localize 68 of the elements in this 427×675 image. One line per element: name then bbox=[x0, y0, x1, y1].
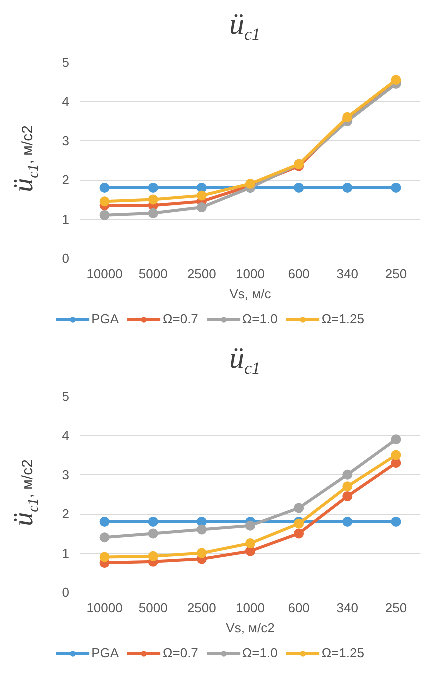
legend-label: PGA bbox=[92, 646, 120, 660]
x-axis-title: Vs, м/с bbox=[230, 286, 272, 302]
point bbox=[100, 532, 110, 543]
y-tick-label: 1 bbox=[62, 546, 70, 561]
x-tick-label: 340 bbox=[336, 600, 358, 616]
point bbox=[196, 548, 207, 558]
x-tick-label: 1000 bbox=[236, 600, 265, 616]
point bbox=[342, 470, 353, 480]
point bbox=[148, 194, 158, 205]
legend-label: Ω=1.0 bbox=[242, 646, 278, 660]
x-tick-label: 340 bbox=[336, 266, 358, 282]
x-tick-label: 1000 bbox=[236, 266, 265, 282]
legend-label: Ω=1.25 bbox=[322, 312, 364, 326]
legend-label: Ω=1.0 bbox=[242, 312, 278, 326]
point bbox=[148, 551, 158, 562]
x-tick-label: 2500 bbox=[187, 600, 216, 616]
y-tick-label: 1 bbox=[62, 212, 70, 227]
point bbox=[342, 182, 353, 193]
x-tick-label: 5000 bbox=[138, 600, 168, 616]
point bbox=[391, 450, 402, 460]
point bbox=[391, 182, 402, 193]
point bbox=[148, 516, 158, 527]
point bbox=[148, 182, 158, 193]
y-tick-label: 2 bbox=[62, 172, 70, 188]
legend-label: PGA bbox=[92, 312, 120, 326]
y-tick-label: 2 bbox=[62, 506, 70, 522]
x-tick-label: 2500 bbox=[187, 266, 216, 282]
point bbox=[246, 520, 256, 531]
y-tick-label: 5 bbox=[62, 55, 70, 70]
legend-label: Ω=1.25 bbox=[322, 646, 364, 660]
point bbox=[100, 552, 110, 562]
point bbox=[196, 524, 207, 535]
y-tick-label: 5 bbox=[62, 389, 70, 404]
legend-label: Ω=0.7 bbox=[163, 646, 198, 660]
point bbox=[100, 210, 110, 220]
point bbox=[100, 196, 110, 207]
y-tick-label: 4 bbox=[62, 428, 70, 444]
y-tick-label: 0 bbox=[62, 251, 70, 266]
chart-title: ü$_{c1}$ bbox=[229, 7, 261, 46]
y-tick-label: 3 bbox=[62, 133, 70, 148]
point bbox=[391, 516, 402, 527]
point bbox=[196, 190, 207, 201]
point bbox=[148, 208, 158, 218]
point bbox=[342, 491, 353, 502]
y-tick-label: 4 bbox=[62, 94, 70, 110]
legend-label: Ω=0.7 bbox=[163, 312, 198, 326]
point bbox=[342, 482, 353, 492]
x-tick-label: 250 bbox=[385, 266, 408, 282]
point bbox=[148, 528, 158, 539]
point bbox=[294, 182, 304, 193]
point bbox=[294, 528, 304, 539]
point bbox=[100, 182, 110, 193]
point bbox=[196, 202, 207, 213]
y-tick-label: 0 bbox=[62, 585, 70, 600]
point bbox=[391, 434, 402, 445]
x-tick-label: 600 bbox=[288, 266, 310, 282]
point bbox=[246, 538, 256, 548]
point bbox=[342, 516, 353, 527]
chart-title: ü$_{c1}$ bbox=[229, 341, 261, 380]
x-tick-label: 600 bbox=[288, 600, 310, 616]
x-tick-label: 250 bbox=[385, 600, 408, 616]
y-tick-label: 3 bbox=[62, 467, 70, 482]
x-tick-label: 5000 bbox=[138, 266, 168, 282]
point bbox=[100, 516, 110, 527]
x-tick-label: 10000 bbox=[86, 600, 123, 616]
x-axis-title: Vs, м/с2 bbox=[226, 620, 275, 636]
x-tick-label: 10000 bbox=[86, 266, 123, 282]
point bbox=[294, 503, 304, 514]
